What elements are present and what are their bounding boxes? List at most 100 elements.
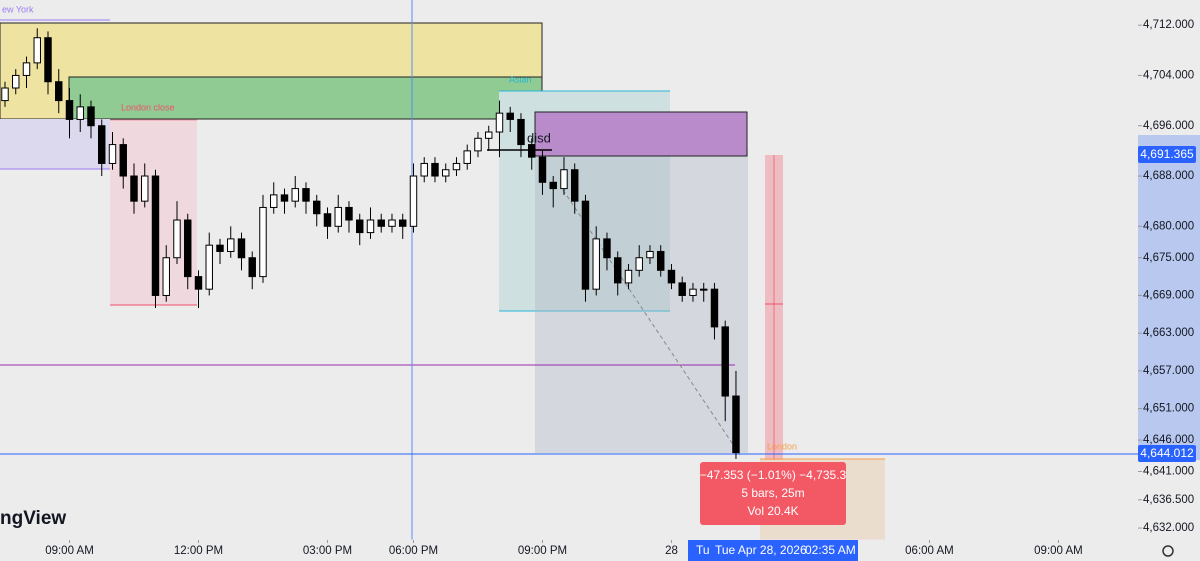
candle-body — [656, 250, 665, 271]
label-london: London — [767, 441, 797, 451]
measure-bars: 5 bars, 25m — [741, 486, 804, 500]
label-asian: Asian — [509, 74, 532, 84]
y-tick-label: 4,657.000 — [1143, 365, 1194, 377]
candle-body — [452, 162, 461, 171]
candle-body — [388, 219, 396, 227]
candle-body — [76, 106, 84, 120]
candle-body — [635, 257, 643, 271]
candle-body — [227, 238, 235, 252]
candle-body — [119, 144, 127, 177]
candle-body — [270, 194, 278, 208]
candle-body — [173, 219, 181, 259]
candle-body — [65, 100, 74, 120]
candle-body — [302, 188, 310, 202]
price-badge — [1138, 445, 1196, 462]
y-tick-label: 4,641.000 — [1143, 466, 1194, 478]
x-tick-label: 09:00 PM — [518, 545, 567, 557]
candle-body — [485, 131, 493, 139]
candle-body — [345, 206, 353, 221]
candle-body — [162, 257, 170, 296]
y-tick-label: 4,669.000 — [1143, 289, 1194, 301]
candle-body — [334, 206, 342, 227]
candle-body — [517, 118, 525, 146]
candle-body — [248, 257, 256, 278]
zone-lavender — [0, 119, 110, 169]
candle-body — [108, 144, 117, 164]
candle-body — [549, 181, 557, 190]
candle-body — [710, 288, 719, 328]
price-badge-label: 4,644.012 — [1140, 446, 1194, 460]
candle-body — [678, 282, 686, 296]
candle-body — [528, 144, 536, 158]
y-tick-label: 4,704.000 — [1143, 69, 1194, 81]
candle-body — [560, 169, 568, 190]
candle-body — [409, 175, 418, 227]
candle-body — [624, 269, 633, 284]
x-tick-label: 06:00 PM — [389, 545, 438, 557]
candle-body — [280, 194, 289, 202]
candle-body — [237, 238, 246, 259]
x-tick-label: 03:00 PM — [303, 545, 352, 557]
candle-body — [420, 162, 428, 177]
candle-body — [689, 288, 697, 296]
axis-badges: 4,691.365 4,644.012 Tu Tue Apr 28, 2026 … — [688, 146, 1196, 561]
measure-tooltip — [700, 462, 846, 525]
candle-body — [22, 62, 31, 76]
zone-green — [68, 76, 543, 120]
y-tick-label: 4,712.000 — [1143, 19, 1194, 31]
candle-body — [184, 219, 192, 278]
price-badge — [1138, 146, 1196, 163]
y-tick-label: 4,663.000 — [1143, 327, 1194, 339]
y-tick-label: 4,688.000 — [1143, 170, 1194, 182]
x-tick-label: 12:00 PM — [174, 545, 223, 557]
candle-body — [151, 175, 160, 296]
candle-body — [581, 200, 590, 290]
candle-body — [592, 238, 600, 290]
candle-body — [141, 175, 149, 202]
candle-body — [87, 106, 95, 127]
candle-body — [463, 150, 471, 164]
candle-body — [732, 395, 740, 454]
y-tick-label: 4,632.000 — [1143, 522, 1194, 534]
candle-body — [646, 250, 654, 259]
x-tick-label: 09:00 AM — [45, 545, 94, 557]
candle-body — [323, 213, 332, 227]
measure-change: −47.353 (−1.01%) −4,735.3 — [700, 468, 847, 482]
x-tick-label: 28 — [665, 545, 678, 557]
candle-body — [194, 276, 203, 290]
candle-body — [55, 81, 63, 102]
candle-body — [313, 200, 321, 215]
candle-body — [216, 244, 224, 252]
candle-body — [442, 169, 450, 177]
crosshair-time-badge — [688, 540, 858, 561]
y-tick-label: 4,646.000 — [1143, 434, 1194, 446]
candle-body — [431, 162, 439, 177]
candle-body — [474, 137, 482, 152]
label-disd: disd — [527, 130, 551, 145]
y-tick-label: 4,636.500 — [1143, 494, 1194, 506]
x-tick-label: 09:00 AM — [1034, 545, 1083, 557]
candle-body — [570, 169, 579, 202]
candle-body — [12, 74, 20, 89]
zone-purple — [534, 111, 748, 157]
candles — [1, 28, 740, 459]
candle-body — [205, 244, 213, 290]
label-new-york: ew York — [2, 4, 34, 14]
candle-body — [259, 206, 267, 278]
candle-body — [44, 37, 52, 83]
measure-volume: Vol 20.4K — [747, 504, 798, 518]
candle-body — [495, 112, 504, 133]
y-tick-label: 4,680.000 — [1143, 220, 1194, 232]
y-tick-label: 4,696.000 — [1143, 120, 1194, 132]
candle-body — [377, 219, 385, 227]
candle-body — [603, 238, 611, 259]
candle-body — [613, 257, 622, 284]
candle-body — [366, 219, 375, 234]
candle-body — [699, 288, 708, 291]
settings-icon[interactable] — [1162, 545, 1174, 557]
candle-body — [1, 87, 9, 102]
watermark: ngView — [0, 508, 66, 529]
price-badge-label: 4,691.365 — [1140, 147, 1194, 161]
